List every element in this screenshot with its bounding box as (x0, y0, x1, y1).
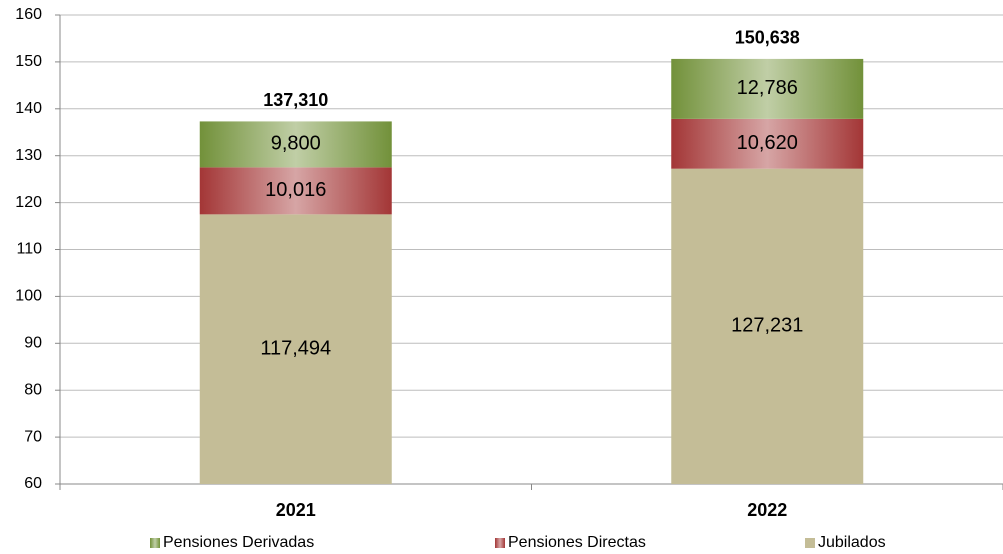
bar-segment (199, 121, 392, 168)
y-tick-label: 100 (15, 288, 42, 305)
legend-label: Jubilados (818, 534, 886, 551)
legend-label: Pensiones Derivadas (163, 534, 314, 551)
y-tick-label: 60 (24, 475, 42, 492)
legend-swatch (495, 538, 505, 548)
total-label: 137,310 (263, 90, 328, 110)
y-tick-label: 160 (15, 6, 42, 23)
value-label: 117,494 (260, 337, 331, 359)
y-tick-label: 140 (15, 100, 42, 117)
value-label: 10,620 (737, 132, 798, 154)
value-label: 9,800 (271, 133, 321, 155)
bar-segment (199, 214, 392, 484)
legend-swatch (805, 538, 815, 548)
total-label: 150,638 (735, 28, 800, 48)
value-label: 12,786 (737, 77, 798, 99)
y-tick-label: 110 (16, 241, 42, 258)
legend-swatch (150, 538, 160, 548)
y-tick-label: 80 (24, 381, 42, 398)
y-tick-label: 150 (15, 53, 42, 70)
y-tick-label: 70 (24, 428, 42, 445)
x-tick-label: 2021 (276, 500, 316, 520)
y-tick-label: 120 (15, 194, 42, 211)
bar-segment (199, 167, 392, 215)
x-tick-label: 2022 (747, 500, 787, 520)
value-label: 127,231 (731, 315, 803, 337)
y-tick-label: 90 (24, 335, 42, 352)
value-label: 10,016 (265, 179, 326, 201)
bar-segment (671, 118, 864, 169)
bar-segment (671, 58, 864, 119)
legend-label: Pensiones Directas (508, 534, 646, 551)
bar-segment (671, 168, 864, 484)
y-tick-label: 130 (15, 147, 42, 164)
